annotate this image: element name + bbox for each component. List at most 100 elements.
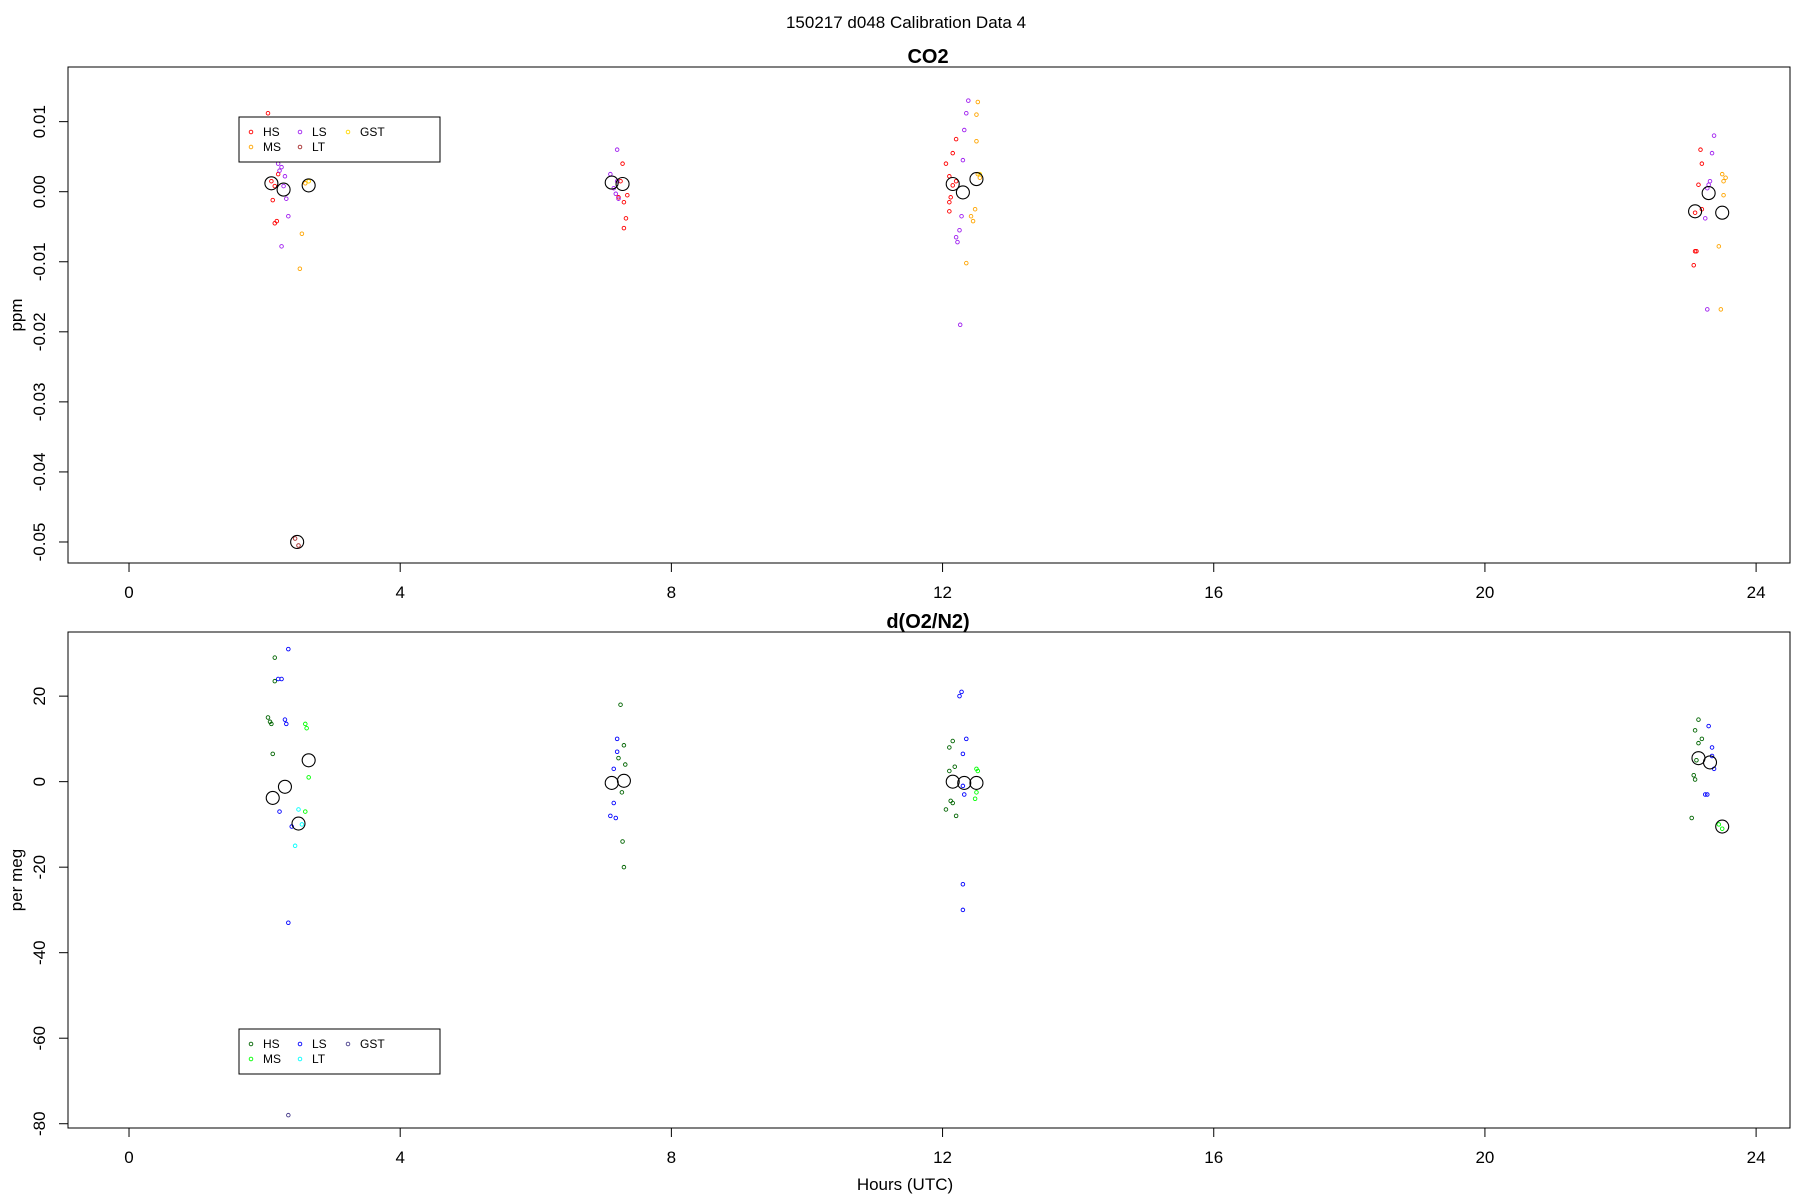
co2-point-hs: [953, 178, 959, 184]
co2-x-tick-label: 0: [124, 583, 133, 602]
o2n2-point-ms: [975, 768, 981, 774]
co2-point-ls: [614, 147, 620, 152]
o2n2-x-tick-label: 12: [933, 1148, 952, 1167]
o2n2-x-axis: 0 4 8 12 16 20 24: [124, 1127, 1766, 1167]
co2-point-mean: [276, 182, 291, 197]
co2-point-gst: [306, 178, 311, 184]
co2-point-hs: [1696, 182, 1701, 187]
o2n2-point-mean: [301, 753, 316, 768]
co2-point-mean: [1688, 204, 1703, 219]
co2-point-ls: [608, 171, 613, 177]
o2n2-point-ls: [286, 646, 291, 652]
co2-point-ls: [964, 110, 969, 116]
co2-point-hs: [621, 225, 627, 231]
co2-y-tick-label: -0.02: [30, 312, 49, 351]
o2n2-y-tick-label: 0: [30, 777, 49, 786]
co2-point-mean: [1701, 186, 1716, 201]
o2n2-x-tick-label: 8: [667, 1148, 676, 1167]
co2-point-hs: [623, 216, 629, 221]
co2-legend-label: LS: [312, 125, 327, 139]
o2n2-point-hs: [950, 738, 955, 744]
o2n2-y-tick-label: -40: [30, 940, 49, 965]
o2n2-point-hs: [1689, 815, 1694, 821]
co2-point-mean: [615, 176, 630, 192]
o2n2-point-ls: [284, 721, 289, 727]
o2n2-point-ms: [304, 725, 309, 731]
co2-point-lt: [292, 536, 298, 541]
o2n2-legend-marker: [248, 1041, 254, 1047]
o2n2-point-ms: [303, 721, 308, 727]
co2-legend-label: HS: [263, 125, 280, 139]
co2-legend-label: LT: [312, 140, 326, 154]
co2-panel: CO2 ppm 0 4 8 12 16 20 24 0.01 0.00 -0.01 -0.02 -0…: [7, 46, 1791, 602]
o2n2-legend-marker: [248, 1056, 254, 1062]
o2n2-point-hs: [270, 751, 275, 757]
o2n2-y-tick-label: -60: [30, 1026, 49, 1051]
co2-point-ls: [953, 234, 959, 240]
o2n2-x-tick-label: 20: [1475, 1148, 1494, 1167]
o2n2-point-hs: [1691, 772, 1696, 778]
co2-point-ls: [959, 213, 964, 219]
o2n2-point-ls: [1709, 745, 1715, 750]
o2n2-point-ls: [960, 783, 966, 789]
o2n2-point-hs: [1692, 728, 1698, 733]
o2n2-point-ls: [957, 693, 962, 699]
o2n2-point-gst: [286, 1112, 291, 1118]
co2-point-hs: [270, 197, 275, 203]
x-axis-label: Hours (UTC): [857, 1175, 953, 1194]
co2-point-hs: [620, 161, 625, 166]
co2-point-ms: [1716, 244, 1722, 249]
co2-point-mean: [969, 172, 984, 187]
o2n2-point-mean: [277, 779, 292, 794]
o2n2-legend-marker: [297, 1041, 303, 1047]
co2-point-ls: [279, 164, 284, 170]
o2n2-legend-box: [238, 1028, 441, 1075]
co2-point-mean: [955, 185, 970, 200]
o2n2-point-hs: [265, 715, 271, 720]
co2-point-ls: [957, 322, 963, 328]
o2n2-point-ls: [959, 689, 964, 695]
co2-point-ls: [286, 213, 291, 219]
o2n2-point-ls: [611, 766, 617, 772]
o2n2-point-hs: [616, 755, 621, 761]
o2n2-point-ls: [964, 736, 969, 742]
co2-y-axis-label: ppm: [7, 298, 26, 331]
o2n2-point-hs: [1699, 736, 1705, 742]
co2-x-tick-label: 24: [1747, 583, 1766, 602]
co2-legend-marker: [345, 129, 351, 135]
o2n2-point-mean: [291, 816, 306, 831]
o2n2-point-ls: [608, 813, 613, 819]
o2n2-point-mean: [969, 775, 984, 790]
o2n2-point-ls: [611, 800, 617, 806]
co2-point-ls: [1711, 133, 1717, 138]
o2n2-point-ls: [960, 882, 966, 887]
o2n2-point-hs: [947, 745, 952, 750]
o2n2-legend-marker: [345, 1041, 351, 1047]
co2-point-hs: [1691, 263, 1696, 268]
o2n2-point-hs: [269, 721, 274, 727]
o2n2-point-ms: [1719, 826, 1725, 831]
co2-y-axis: 0.01 0.00 -0.01 -0.02 -0.03 -0.04 -0.05: [30, 105, 69, 561]
o2n2-point-ls: [277, 809, 282, 814]
co2-point-mean: [604, 175, 619, 190]
o2n2-point-mean: [957, 775, 972, 790]
co2-point-ls: [1707, 178, 1713, 184]
o2n2-y-tick-label: 20: [30, 687, 49, 706]
co2-point-ls: [1709, 150, 1715, 156]
co2-point-ls: [955, 239, 960, 245]
co2-point-hs: [274, 218, 280, 224]
o2n2-point-mean: [265, 790, 280, 805]
o2n2-point-ms: [306, 775, 311, 780]
co2-point-mean: [301, 178, 316, 193]
co2-point-ls: [962, 127, 967, 133]
co2-point-ms: [972, 206, 978, 212]
co2-point-hs: [1699, 161, 1705, 166]
o2n2-point-ls: [279, 676, 284, 682]
o2n2-point-hs: [1694, 758, 1699, 763]
o2n2-point-hs: [950, 800, 955, 806]
o2n2-point-hs: [618, 702, 623, 707]
o2n2-point-hs: [621, 864, 627, 870]
o2n2-legend-label: LT: [312, 1052, 326, 1066]
co2-point-mean: [264, 176, 279, 191]
o2n2-point-hs: [947, 768, 952, 774]
